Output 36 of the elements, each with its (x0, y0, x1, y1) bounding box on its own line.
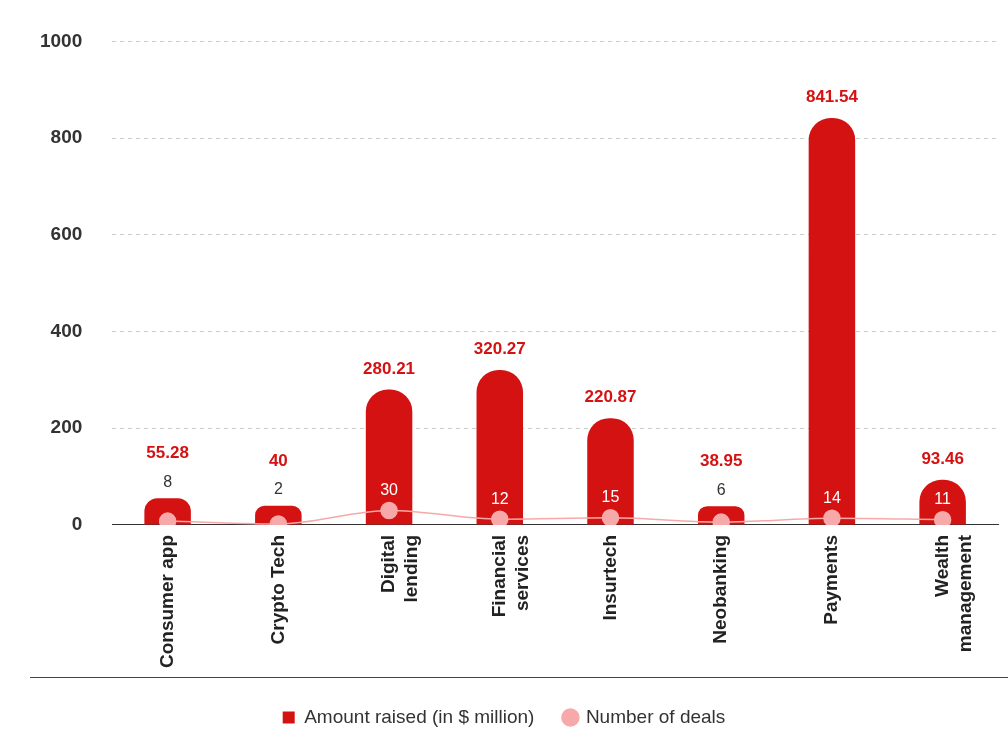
data-label: 40 (268, 450, 288, 470)
x-tick-label: Neobanking (709, 534, 731, 644)
data-label: 30 (380, 480, 399, 498)
data-label: 12 (490, 489, 509, 507)
data-label: 2 (273, 480, 283, 498)
y-tick-label: 600 (50, 223, 83, 245)
y-tick-label: 200 (50, 416, 83, 438)
y-tick-label: 1000 (39, 29, 83, 51)
data-label: 841.54 (805, 87, 859, 107)
bar (476, 370, 524, 525)
y-tick-label: 800 (50, 126, 83, 148)
bar (808, 118, 856, 525)
x-tick-label: Digital lending (377, 534, 422, 603)
legend-label: Amount raised (in $ million) (304, 705, 535, 727)
data-label: 38.95 (699, 451, 743, 471)
data-label: 14 (823, 488, 841, 506)
x-tick-label: Crypto Tech (266, 534, 288, 645)
data-label: 220.87 (584, 387, 637, 407)
y-tick-label: 0 (71, 513, 83, 535)
x-tick-label: Consumer app (155, 534, 177, 669)
data-label: 280.21 (363, 358, 416, 378)
x-tick-label: Insurtech (598, 534, 620, 621)
x-tick-label: Wealth management (930, 534, 975, 653)
bar (587, 418, 634, 525)
data-label: 8 (163, 472, 173, 490)
legend-label: Number of deals (585, 705, 726, 727)
data-label: 6 (716, 480, 726, 498)
data-label: 93.46 (921, 448, 964, 468)
data-label: 11 (934, 490, 952, 508)
data-label: 320.27 (473, 339, 526, 359)
data-label: 55.28 (146, 443, 189, 463)
data-label: 15 (601, 488, 620, 506)
bar (365, 389, 413, 525)
y-tick-label: 400 (50, 319, 83, 341)
x-tick-label: Financial services (488, 534, 532, 618)
x-tick-label: Payments (820, 534, 842, 625)
